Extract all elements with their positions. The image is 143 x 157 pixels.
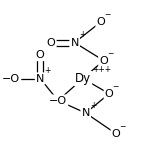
Text: +++: +++ <box>92 65 111 74</box>
Text: +: + <box>79 30 85 39</box>
Text: N: N <box>36 73 44 84</box>
Text: O: O <box>47 38 55 48</box>
Text: −O: −O <box>49 96 67 106</box>
Text: N: N <box>70 38 79 48</box>
Text: Dy: Dy <box>75 72 91 85</box>
Text: +: + <box>44 66 51 75</box>
Text: −: − <box>104 10 111 19</box>
Text: O: O <box>36 50 44 60</box>
Text: O: O <box>99 56 108 66</box>
Text: −: − <box>113 82 119 91</box>
Text: N: N <box>82 108 90 118</box>
Text: O: O <box>112 129 120 139</box>
Text: −: − <box>107 49 113 58</box>
Text: −O: −O <box>2 73 20 84</box>
Text: −: − <box>120 122 126 131</box>
Text: O: O <box>105 89 114 99</box>
Text: O: O <box>97 17 105 27</box>
Text: +: + <box>90 101 96 110</box>
